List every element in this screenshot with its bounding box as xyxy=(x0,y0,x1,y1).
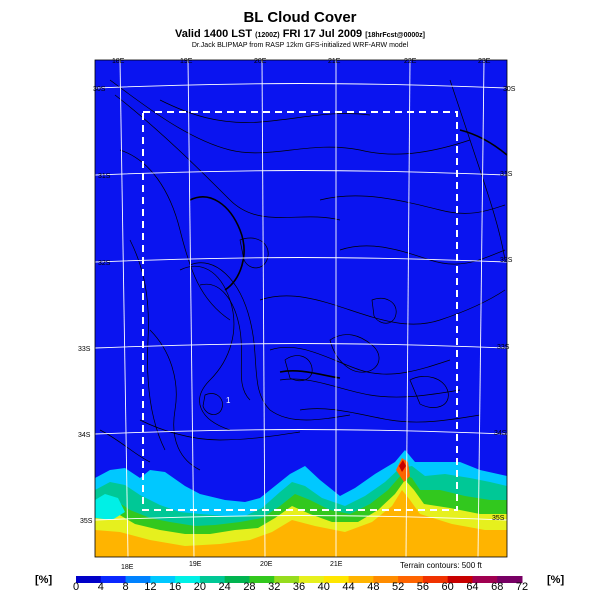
colorbar-tick-label: 8 xyxy=(122,581,129,593)
forecast-date: FRI 17 Jul 2009 xyxy=(282,28,363,40)
terrain-contours xyxy=(99,79,506,471)
colorbar-swatch xyxy=(373,576,399,583)
colorbar-tick-label: 4 xyxy=(97,581,104,593)
lat-label-left: 33S xyxy=(78,346,91,353)
colorbar-swatch xyxy=(447,576,473,583)
lon-label-top: 18E xyxy=(112,58,125,65)
model-credit: Dr.Jack BLIPMAP from RASP 12km GFS-initi… xyxy=(191,42,409,49)
cloud-band-darkred xyxy=(399,460,406,472)
lat-label-right: 30S xyxy=(503,86,516,93)
colorbar-tick-label: 52 xyxy=(391,581,405,593)
lat-label-right: 31S xyxy=(500,171,513,178)
colorbar-swatch xyxy=(497,576,523,583)
colorbar-tick-label: 0 xyxy=(72,581,80,593)
lat-label-left: 34S xyxy=(78,432,91,439)
colorbar-tick-label: 12 xyxy=(144,581,157,593)
lon-labels-bottom: 18E 19E 20E 21E xyxy=(121,561,343,571)
colorbar-tick-label: 48 xyxy=(367,581,380,593)
map-marker-label: 1 xyxy=(226,396,231,405)
coastline-contours xyxy=(189,129,507,379)
colorbar-tick-label: 28 xyxy=(243,581,256,593)
colorbar-swatch xyxy=(76,576,102,583)
valid-time: Valid 1400 LST xyxy=(175,28,253,40)
cloud-band-orange xyxy=(95,490,507,557)
lat-label-left: 32S xyxy=(98,260,111,267)
inner-domain-boundary xyxy=(142,111,458,511)
colorbar-unit-right: [%] xyxy=(547,574,565,586)
colorbar-swatch xyxy=(150,576,176,583)
colorbar-unit-left: [%] xyxy=(35,574,53,586)
lat-label-right: 32S xyxy=(500,257,513,264)
colorbar-tick-label: 64 xyxy=(466,581,479,593)
lon-label-top: 22E xyxy=(404,58,417,65)
colorbar-tick-label: 40 xyxy=(317,581,330,593)
colorbar-swatch xyxy=(472,576,498,583)
colorbar-tick-label: 68 xyxy=(491,581,504,593)
colorbar-swatch xyxy=(224,576,250,583)
colorbar-swatch xyxy=(175,576,201,583)
terrain-contour-note: Terrain contours: 500 ft xyxy=(400,561,483,570)
colorbar-swatch xyxy=(249,576,275,583)
lat-label-left: 30S xyxy=(93,86,106,93)
lat-label-left: 31S xyxy=(98,173,111,180)
lat-label-right: 33S xyxy=(497,344,510,351)
forecast-hour: [18hrFcst@0000z] xyxy=(365,32,425,39)
lat-label-left: 35S xyxy=(80,518,93,525)
colorbar-swatch xyxy=(125,576,151,583)
colorbar-swatch xyxy=(348,576,374,583)
lat-labels-right: 30S 31S 32S 33S 34S 35S xyxy=(492,86,516,522)
lon-label-top: 20E xyxy=(254,58,267,65)
cloud-band-west xyxy=(95,494,125,520)
colorbar-swatch xyxy=(199,576,226,583)
colorbar-swatch xyxy=(323,576,350,583)
colorbar-swatch xyxy=(422,576,449,583)
lon-label-bottom: 21E xyxy=(330,561,343,568)
colorbar-swatch xyxy=(100,576,127,583)
colorbar-tick-label: 60 xyxy=(441,581,454,593)
colorbar-swatch xyxy=(299,576,325,583)
colorbar-tick-label: 44 xyxy=(342,581,355,593)
map-frame xyxy=(94,59,508,558)
lon-label-top: 19E xyxy=(180,58,193,65)
lat-label-right: 34S xyxy=(494,430,507,437)
lon-label-bottom: 20E xyxy=(260,561,273,568)
lat-labels-left: 30S 31S 32S 33S 34S 35S xyxy=(78,86,111,525)
lon-label-bottom: 19E xyxy=(189,561,202,568)
latlon-grid xyxy=(95,60,507,557)
lon-label-top: 21E xyxy=(328,58,341,65)
colorbar-tick-label: 24 xyxy=(218,581,231,593)
utc-time: (1200Z) xyxy=(255,32,280,39)
colorbar-tick-label: 36 xyxy=(292,581,306,593)
map-title: BL Cloud Cover xyxy=(243,9,357,26)
lon-labels-top: 18E 19E 20E 21E 22E 23E xyxy=(112,58,491,65)
colorbar-tick-label: 72 xyxy=(515,581,529,593)
colorbar-tick-label: 32 xyxy=(268,581,281,593)
lon-label-bottom: 18E xyxy=(121,564,134,571)
colorbar xyxy=(76,576,523,583)
lon-label-top: 23E xyxy=(478,58,491,65)
colorbar-tick-label: 16 xyxy=(168,581,182,593)
colorbar-tick-label: 56 xyxy=(416,581,429,593)
lat-label-right: 35S xyxy=(492,515,505,522)
colorbar-tick-label: 20 xyxy=(193,581,206,593)
valid-time-line: Valid 1400 LST (1200Z) FRI 17 Jul 2009 [… xyxy=(0,28,600,40)
colorbar-swatch xyxy=(398,576,424,583)
colorbar-swatch xyxy=(274,576,300,583)
